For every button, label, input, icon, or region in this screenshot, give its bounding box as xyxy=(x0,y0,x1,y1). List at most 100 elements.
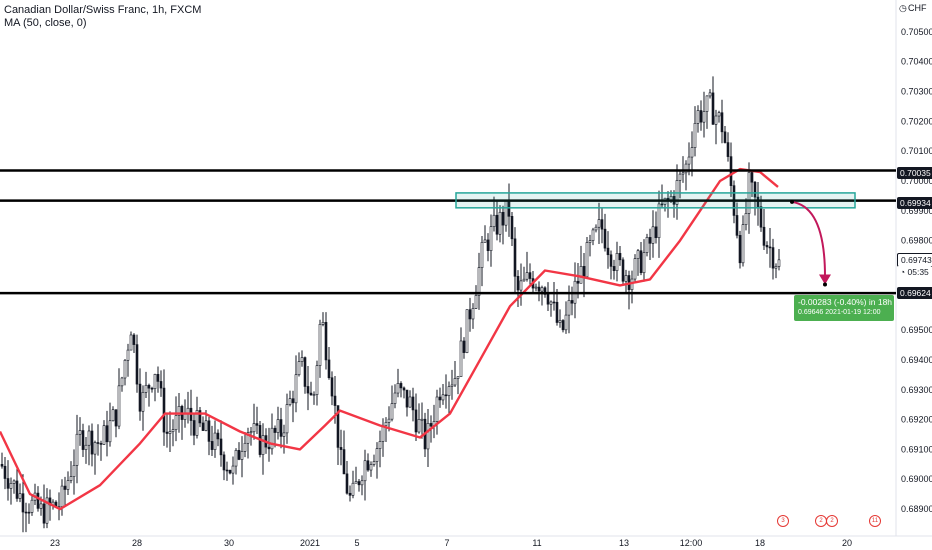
candle-down xyxy=(648,237,652,244)
candle-up xyxy=(312,394,316,396)
price-label-level-2: 0.69934 xyxy=(897,197,932,209)
candle-up xyxy=(126,349,130,361)
candle-down xyxy=(561,320,565,331)
measure-details: 0.69646 2021-01-19 12:00 xyxy=(798,309,881,316)
candle-down xyxy=(192,420,196,436)
x-tick-label: 7 xyxy=(444,538,449,548)
candle-up xyxy=(171,429,175,432)
measure-tooltip[interactable]: -0.00283 (-0.40%) in 18h 0.69646 2021-01… xyxy=(794,295,894,321)
price-axis[interactable]: 0.70500 0.70400 0.70300 0.70200 0.70100 0.700… xyxy=(901,27,932,514)
candle-up xyxy=(777,259,781,267)
event-marker-3[interactable]: 2 xyxy=(826,515,838,527)
candle-up xyxy=(123,359,127,379)
candle-down xyxy=(210,441,214,450)
candle-up xyxy=(714,115,718,125)
candle-down xyxy=(516,276,520,291)
x-tick-label: 2021 xyxy=(300,538,320,548)
indicator-legend[interactable]: MA (50, close, 0) xyxy=(4,17,87,29)
candle-up xyxy=(696,110,700,124)
candle-up xyxy=(285,404,289,434)
candle-down xyxy=(201,422,205,431)
arrow-curve[interactable] xyxy=(791,200,826,277)
candle-down xyxy=(6,478,10,489)
candle-down xyxy=(735,215,739,236)
candle-up xyxy=(318,324,322,366)
candle-up xyxy=(681,172,685,175)
alert-icon[interactable]: ◷ xyxy=(899,3,907,13)
zone-rect[interactable] xyxy=(455,192,856,209)
y-tick-label: 0.70200 xyxy=(901,116,932,126)
candle-up xyxy=(615,253,619,271)
clock-icon: ◔ xyxy=(900,267,906,277)
candle-up xyxy=(72,465,76,477)
candle-up xyxy=(387,418,391,423)
y-tick-label: 0.69300 xyxy=(901,385,932,395)
candle-up xyxy=(474,295,478,309)
candle-down xyxy=(291,398,295,404)
candle-down xyxy=(159,381,163,389)
x-tick-label: 20 xyxy=(842,538,852,548)
candle-up xyxy=(651,226,655,244)
candle-up xyxy=(633,258,637,280)
candle-down xyxy=(555,301,559,323)
candle-up xyxy=(453,378,457,386)
candle-up xyxy=(702,111,706,123)
candle-down xyxy=(738,235,742,264)
symbol-title: Canadian Dollar/Swiss Franc, 1h, FXCM xyxy=(4,4,202,16)
measure-price: 0.69646 xyxy=(798,309,824,316)
x-tick-label: 13 xyxy=(619,538,629,548)
measure-change: -0.00283 (-0.40%) in 18h xyxy=(798,297,893,307)
candle-up xyxy=(519,280,523,291)
candle-down xyxy=(444,394,448,397)
candle-down xyxy=(96,442,100,444)
candle-up xyxy=(117,385,121,427)
candle-down xyxy=(279,419,283,437)
candle-up xyxy=(774,266,778,269)
candle-down xyxy=(165,431,169,434)
candle-up xyxy=(480,242,484,268)
candle-up xyxy=(369,464,373,471)
candle-up xyxy=(282,432,286,437)
candle-down xyxy=(414,409,418,433)
candle-up xyxy=(294,374,298,404)
candle-up xyxy=(195,410,199,436)
candle-up xyxy=(186,407,190,414)
price-label-level-3: 0.69624 xyxy=(897,287,932,299)
candle-down xyxy=(495,214,499,235)
candle-up xyxy=(459,340,463,377)
candle-down xyxy=(222,454,226,471)
candle-down xyxy=(162,387,166,433)
x-tick-label: 30 xyxy=(224,538,234,548)
time-axis[interactable]: 23 28 30 2021 5 7 11 13 12:00 18 20 xyxy=(50,538,852,548)
candle-down xyxy=(768,246,772,249)
projection-arrow[interactable] xyxy=(790,199,831,287)
candle-up xyxy=(393,392,397,404)
candle-up xyxy=(93,442,97,455)
candle-down xyxy=(345,473,349,494)
candle-up xyxy=(441,394,445,401)
candle-down xyxy=(528,272,532,279)
candle-down xyxy=(639,250,643,274)
candle-down xyxy=(138,383,142,412)
candle-up xyxy=(447,386,451,396)
candle-down xyxy=(750,172,754,183)
candle-up xyxy=(597,219,601,228)
candle-down xyxy=(105,425,109,443)
candle-down xyxy=(570,300,574,304)
horizontal-levels[interactable] xyxy=(0,169,896,295)
candle-up xyxy=(354,481,358,484)
event-marker-2[interactable]: 2 xyxy=(815,515,827,527)
y-tick-label: 0.69500 xyxy=(901,325,932,335)
candle-down xyxy=(576,280,580,284)
event-marker-4[interactable]: 11 xyxy=(869,515,881,527)
candle-up xyxy=(567,300,571,316)
candle-down xyxy=(21,493,25,513)
candle-down xyxy=(399,383,403,389)
candle-down xyxy=(216,432,220,440)
event-marker-1[interactable]: 3 xyxy=(777,515,789,527)
candle-down xyxy=(303,357,307,387)
supply-zone-rectangle[interactable] xyxy=(455,192,856,209)
candle-down xyxy=(36,492,40,509)
candle-up xyxy=(492,214,496,228)
